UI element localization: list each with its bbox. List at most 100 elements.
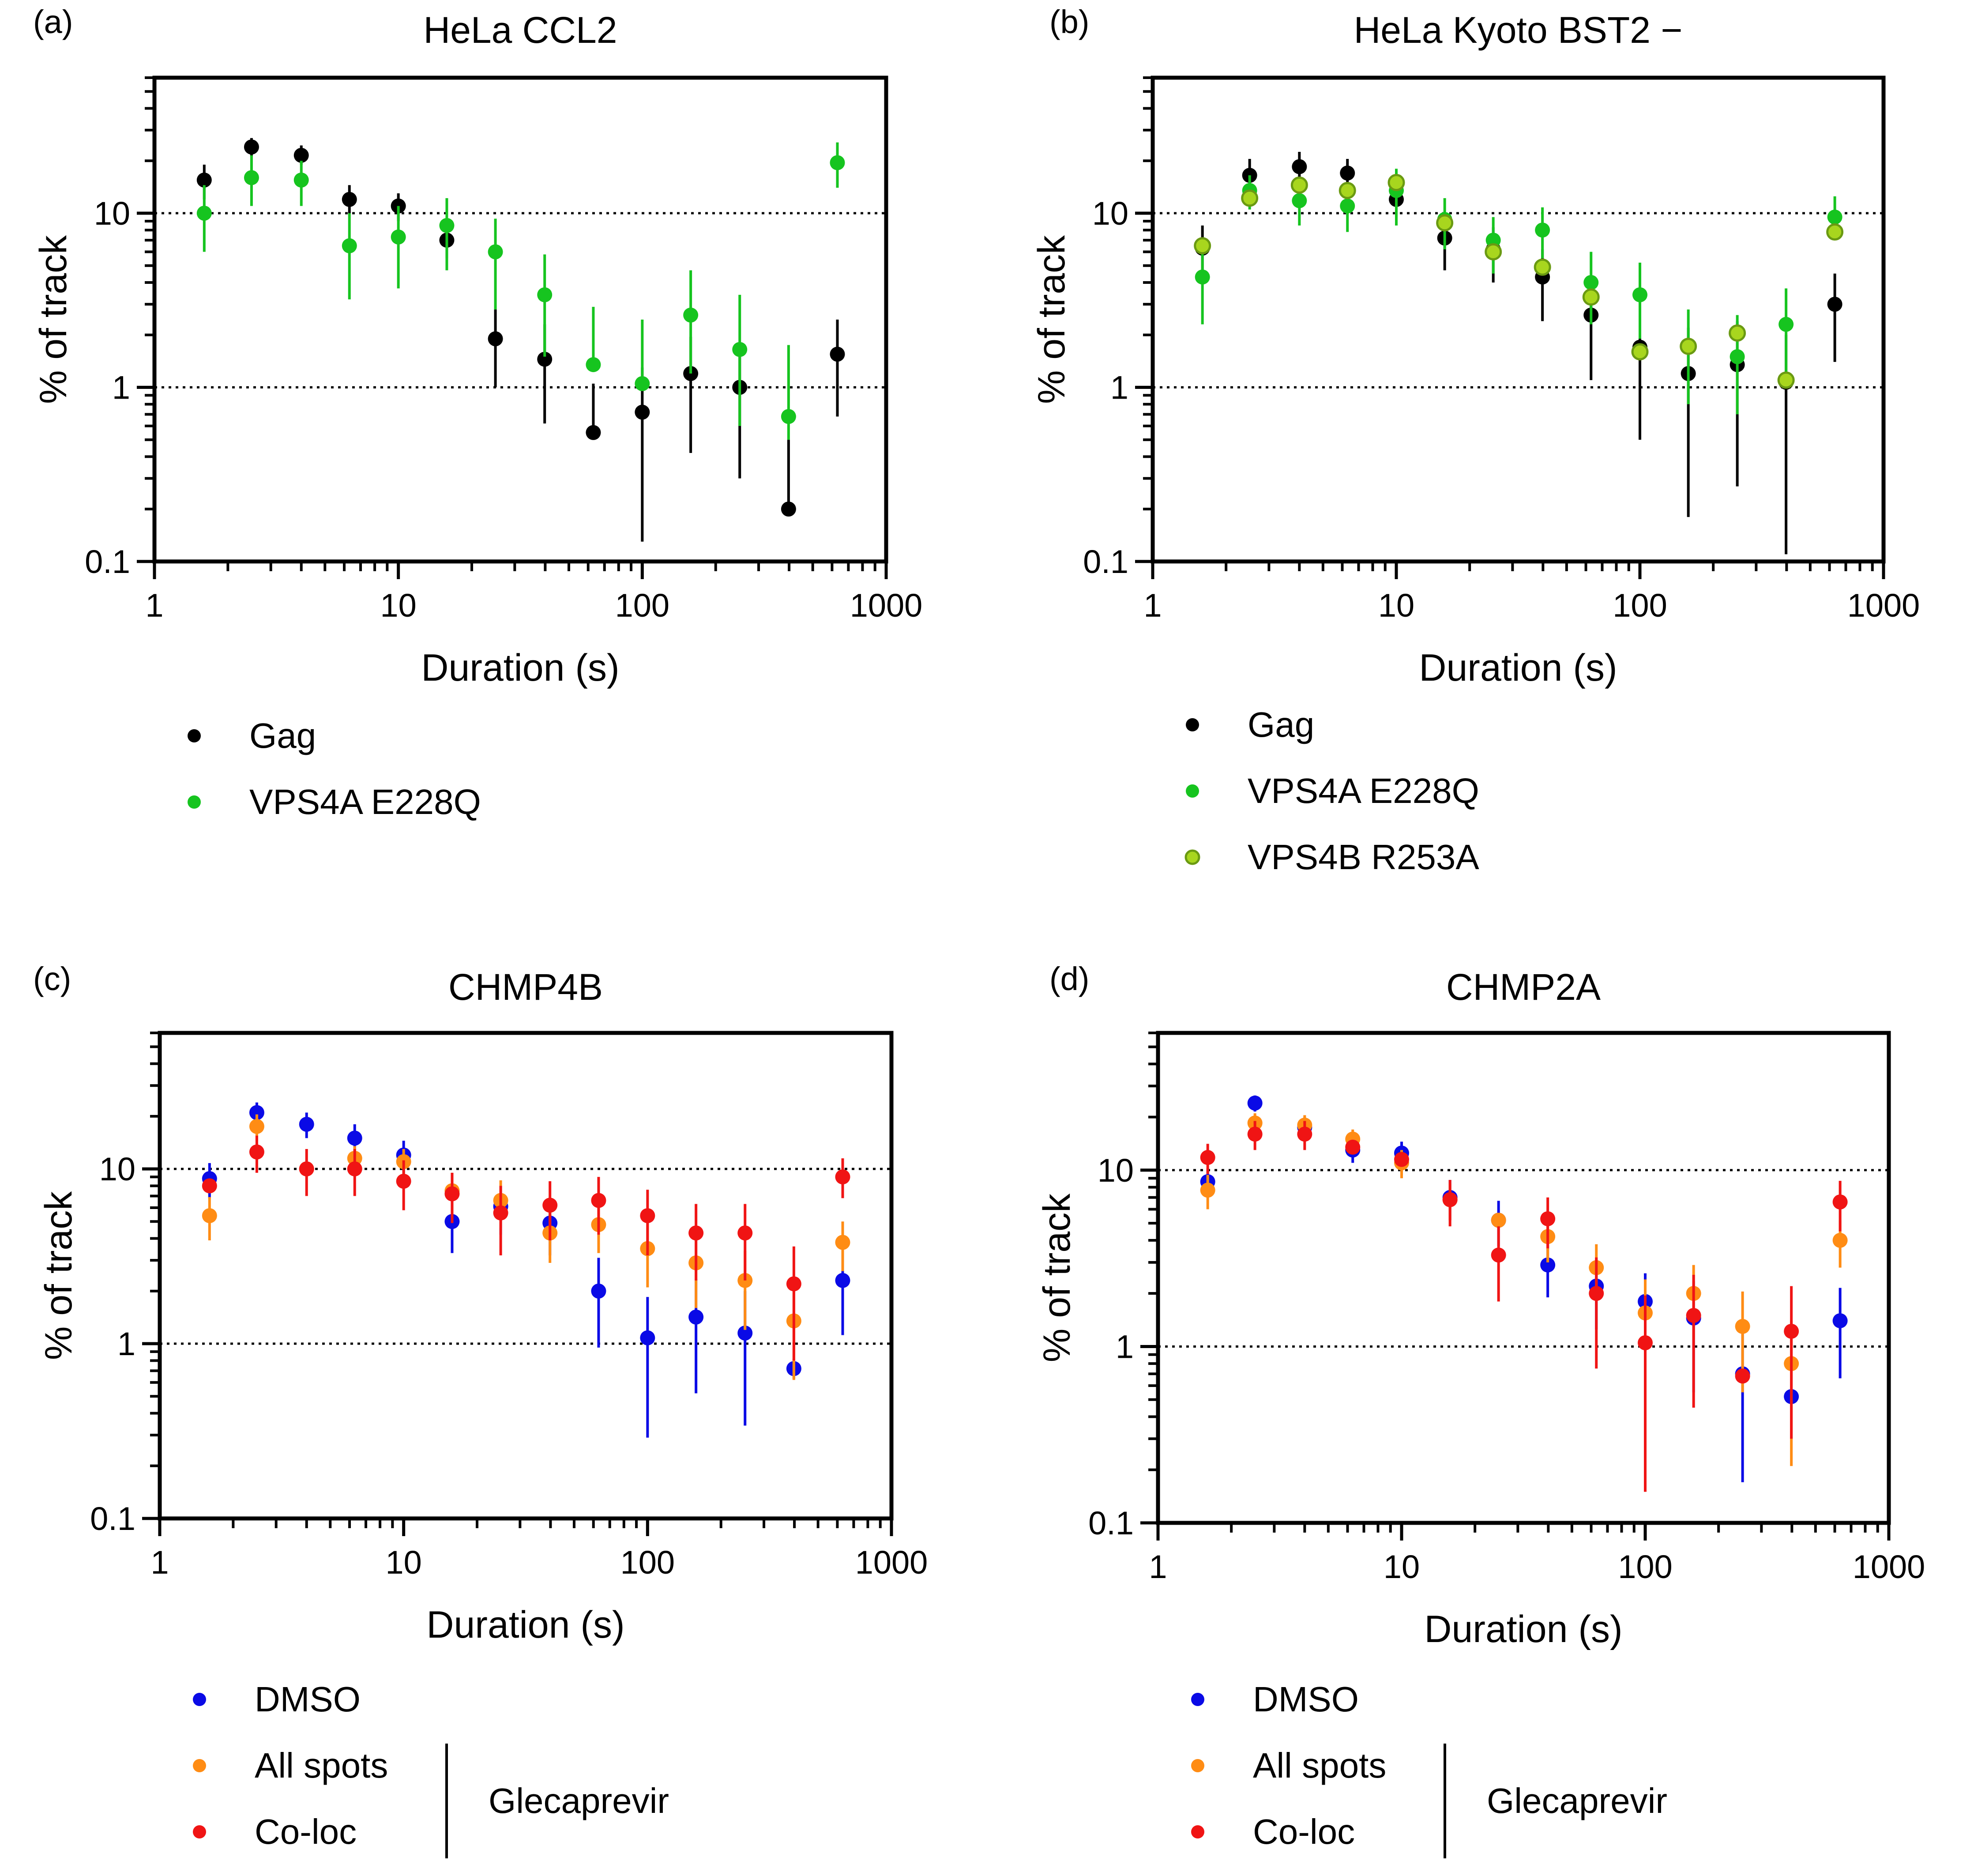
x-tick-label: 1 <box>145 587 163 624</box>
x-tick-label: 10 <box>380 587 417 624</box>
y-tick-label: 1 <box>112 369 130 406</box>
y-tick-label: 0.1 <box>85 543 130 580</box>
data-point <box>1832 1313 1848 1329</box>
x-axis-label: Duration (s) <box>426 1604 624 1646</box>
y-tick-label: 10 <box>99 1151 135 1187</box>
data-point <box>1735 1368 1750 1384</box>
legend-label: VPS4A E228Q <box>249 782 481 821</box>
data-point <box>542 1198 558 1213</box>
data-point <box>249 1144 264 1160</box>
panel-b: (b) HeLa Kyoto BST2 −1 10 100 10000.1110Dura… <box>1030 4 1920 877</box>
data-point <box>202 1208 217 1224</box>
data-point <box>244 170 259 185</box>
data-point <box>1200 1183 1215 1198</box>
data-point <box>249 1119 264 1134</box>
data-point <box>396 1174 411 1189</box>
x-axis-label: Duration (s) <box>421 647 619 689</box>
x-tick-label: 1 <box>1143 587 1162 624</box>
chart-title: HeLa CCL2 <box>424 9 617 51</box>
data-point <box>1292 159 1307 174</box>
data-point <box>1729 324 1746 342</box>
y-tick-label: 10 <box>94 195 130 232</box>
data-point <box>1535 222 1550 238</box>
data-point <box>1778 316 1794 332</box>
data-point <box>299 1161 314 1177</box>
data-point <box>1589 1286 1604 1301</box>
panel-label: (d) <box>1049 961 1089 997</box>
data-point <box>1442 1192 1458 1207</box>
data-point <box>591 1193 606 1208</box>
data-point <box>1730 349 1745 365</box>
chart-title: CHMP2A <box>1446 966 1601 1008</box>
legend-label: Gag <box>249 716 316 755</box>
data-point <box>1735 1318 1750 1334</box>
data-point <box>1394 1152 1409 1167</box>
data-point <box>1534 258 1551 276</box>
y-axis-label: % of track <box>32 235 75 404</box>
data-point <box>1491 1247 1506 1263</box>
data-point <box>1292 193 1307 208</box>
data-point <box>1827 209 1842 225</box>
data-point <box>347 1130 362 1146</box>
panel-label: (b) <box>1049 4 1089 40</box>
y-axis-label: % of track <box>38 1191 80 1360</box>
x-tick-label: 10 <box>386 1544 422 1581</box>
legend-marker <box>1184 849 1200 865</box>
y-tick-label: 10 <box>1098 1152 1134 1189</box>
legend-label: DMSO <box>1253 1680 1359 1719</box>
series-co-loc <box>202 1135 850 1361</box>
data-point <box>391 229 406 245</box>
data-point <box>1784 1323 1799 1339</box>
data-point <box>586 357 601 373</box>
plot-frame <box>1156 1031 1891 1525</box>
legend-label: Gag <box>1248 705 1314 744</box>
legend-label: All spots <box>1253 1746 1386 1785</box>
data-point <box>537 287 553 302</box>
data-point <box>488 244 503 260</box>
legend-marker <box>193 1693 206 1706</box>
data-point <box>737 1225 753 1241</box>
legend-label: VPS4A E228Q <box>1248 771 1479 810</box>
legend-label: Co-loc <box>255 1812 357 1851</box>
y-tick-label: 0.1 <box>1088 1505 1134 1541</box>
x-axis-label: Duration (s) <box>1419 647 1617 689</box>
series-co-loc <box>1200 1121 1848 1492</box>
y-tick-label: 1 <box>1110 369 1128 406</box>
x-tick-label: 1 <box>150 1544 169 1581</box>
data-point <box>640 1330 655 1345</box>
data-point <box>1832 1232 1848 1248</box>
data-point <box>1200 1150 1215 1165</box>
data-point <box>1485 243 1502 261</box>
panel-label: (c) <box>33 961 71 997</box>
data-point <box>1340 166 1355 181</box>
data-point <box>299 1117 314 1132</box>
legend-label: DMSO <box>255 1680 361 1719</box>
legend-label: All spots <box>255 1746 388 1785</box>
data-point <box>1340 198 1355 214</box>
legend-marker <box>1191 1825 1204 1838</box>
data-point <box>1297 1126 1312 1142</box>
plot-frame <box>152 75 888 564</box>
data-point <box>830 155 845 170</box>
data-point <box>591 1283 606 1299</box>
data-point <box>1241 189 1259 207</box>
data-point <box>781 501 796 517</box>
y-tick-label: 0.1 <box>1083 543 1128 580</box>
series-vps4a-e228q <box>196 142 845 440</box>
data-point <box>835 1273 850 1288</box>
x-tick-label: 1000 <box>855 1544 928 1581</box>
legend-marker <box>193 1759 206 1772</box>
data-point <box>786 1276 801 1292</box>
data-point <box>1540 1257 1556 1273</box>
data-point <box>835 1169 850 1185</box>
x-tick-label: 100 <box>615 587 669 624</box>
data-point <box>196 172 212 188</box>
data-point <box>1436 214 1454 232</box>
data-point <box>1638 1335 1653 1350</box>
data-point <box>635 404 650 420</box>
data-point <box>835 1235 850 1250</box>
x-tick-label: 1000 <box>1847 587 1920 624</box>
